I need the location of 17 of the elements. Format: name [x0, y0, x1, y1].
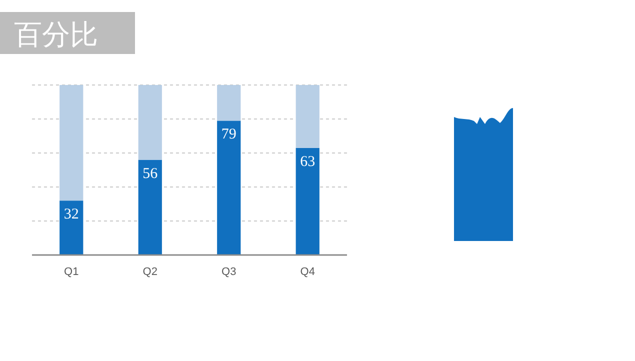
data-label: 32	[64, 206, 79, 223]
bar	[138, 85, 162, 160]
chart-title: 百分比	[14, 18, 98, 51]
bar	[217, 120, 241, 255]
bar	[296, 148, 320, 255]
bar	[296, 85, 320, 148]
bar	[138, 160, 162, 255]
bar	[60, 200, 84, 255]
x-tick-label: Q2	[142, 266, 158, 278]
data-label: 63	[300, 154, 316, 170]
x-tick-label: Q3	[222, 266, 236, 278]
data-label: 79	[221, 126, 236, 143]
bar	[217, 85, 241, 121]
data-label: 56	[142, 166, 158, 182]
bar	[60, 85, 84, 201]
x-tick-label: Q4	[300, 266, 315, 278]
x-tick-label: Q1	[64, 266, 79, 278]
